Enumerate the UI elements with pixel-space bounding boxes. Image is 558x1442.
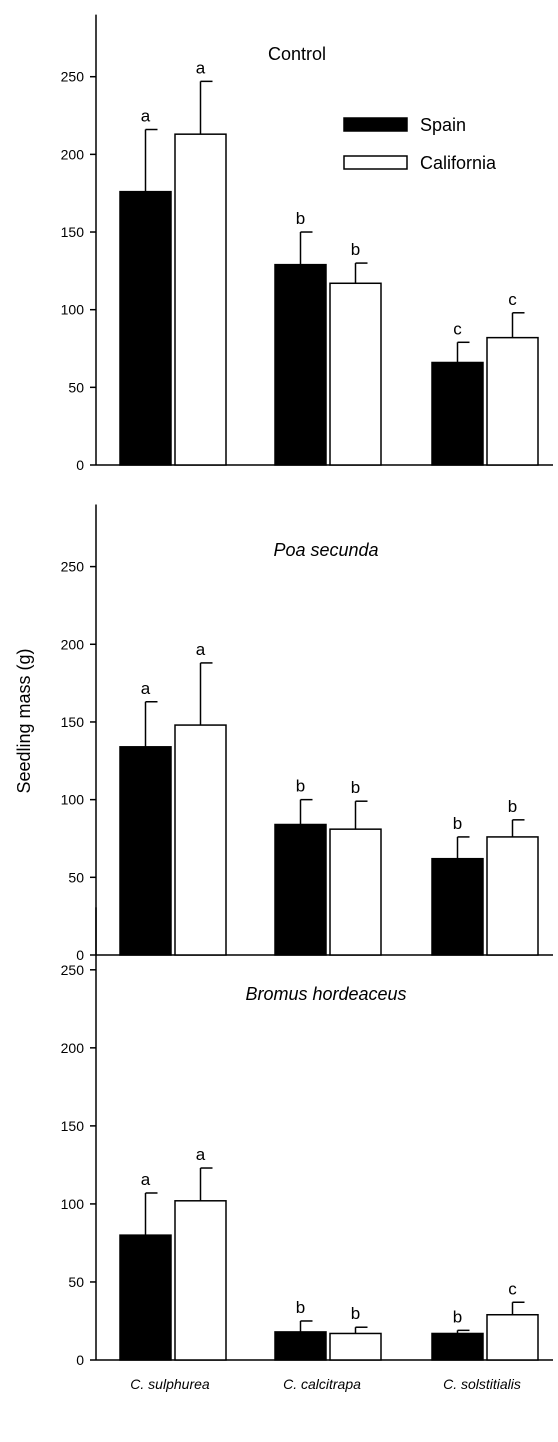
y-tick-label: 200 bbox=[61, 636, 85, 652]
bar-spain-1 bbox=[119, 746, 172, 956]
significance-label: a bbox=[196, 58, 206, 77]
bar-california-3 bbox=[486, 836, 539, 956]
significance-label: c bbox=[508, 1279, 517, 1298]
significance-label: c bbox=[508, 290, 517, 309]
bar-california-2 bbox=[329, 1332, 382, 1361]
significance-label: b bbox=[351, 778, 360, 797]
significance-label: c bbox=[453, 319, 462, 338]
y-tick-label: 150 bbox=[61, 224, 85, 240]
significance-label: a bbox=[196, 1145, 206, 1164]
y-tick-label: 0 bbox=[76, 457, 84, 473]
bar-spain-3 bbox=[431, 857, 484, 956]
y-tick-label: 150 bbox=[61, 1118, 85, 1134]
significance-label: b bbox=[296, 209, 305, 228]
y-tick-label: 50 bbox=[68, 869, 84, 885]
significance-label: b bbox=[453, 814, 462, 833]
y-tick-label: 200 bbox=[61, 1040, 85, 1056]
y-tick-label: 200 bbox=[61, 146, 85, 162]
significance-label: b bbox=[453, 1307, 462, 1326]
y-tick-label: 250 bbox=[61, 559, 85, 575]
legend-swatch-spain bbox=[343, 117, 408, 132]
panel-2: 0 50 100 150 200 250 Poa secunda a a b b b b bbox=[61, 504, 553, 963]
panel-1: 0 50 100 150 200 250 Control a a b b c c bbox=[61, 14, 553, 473]
significance-label: b bbox=[351, 240, 360, 259]
significance-label: b bbox=[508, 797, 517, 816]
bar-california-3 bbox=[486, 336, 539, 466]
y-tick-label: 100 bbox=[61, 792, 85, 808]
significance-label: a bbox=[196, 640, 206, 659]
bar-california-3 bbox=[486, 1313, 539, 1361]
significance-label: b bbox=[296, 1298, 305, 1317]
y-tick-label: 100 bbox=[61, 1196, 85, 1212]
bar-spain-3 bbox=[431, 1332, 484, 1361]
y-tick-label: 250 bbox=[61, 962, 85, 978]
y-tick-label: 0 bbox=[76, 1352, 84, 1368]
panel-title: Control bbox=[268, 44, 326, 64]
bar-california-1 bbox=[174, 133, 227, 466]
category-label: C. sulphurea bbox=[130, 1376, 210, 1392]
bar-spain-2 bbox=[274, 823, 327, 956]
bar-california-2 bbox=[329, 282, 382, 466]
legend-label-spain: Spain bbox=[420, 115, 466, 135]
legend: Spain California bbox=[343, 115, 497, 173]
significance-label: a bbox=[141, 1170, 151, 1189]
bar-california-1 bbox=[174, 724, 227, 956]
category-label: C. calcitrapa bbox=[283, 1376, 361, 1392]
bar-spain-1 bbox=[119, 190, 172, 466]
y-tick-label: 100 bbox=[61, 302, 85, 318]
legend-swatch-california bbox=[343, 155, 408, 170]
y-tick-label: 250 bbox=[61, 69, 85, 85]
bar-california-2 bbox=[329, 828, 382, 956]
bar-california-1 bbox=[174, 1200, 227, 1361]
bar-spain-1 bbox=[119, 1234, 172, 1361]
significance-label: a bbox=[141, 679, 151, 698]
y-tick-label: 150 bbox=[61, 714, 85, 730]
y-tick-label: 50 bbox=[68, 379, 84, 395]
category-label: C. solstitialis bbox=[443, 1376, 521, 1392]
y-tick-label: 50 bbox=[68, 1274, 84, 1290]
significance-label: b bbox=[351, 1304, 360, 1323]
bar-spain-3 bbox=[431, 361, 484, 466]
y-tick-label: 0 bbox=[76, 947, 84, 963]
bar-spain-2 bbox=[274, 1331, 327, 1361]
y-axis-label: Seedling mass (g) bbox=[14, 648, 34, 793]
bar-spain-2 bbox=[274, 263, 327, 466]
legend-label-california: California bbox=[420, 153, 497, 173]
panel-3: 0 50 100 150 200 250 Bromus hordeaceus a a b b b c bbox=[61, 907, 553, 1368]
significance-label: b bbox=[296, 777, 305, 796]
significance-label: a bbox=[141, 107, 151, 126]
panel-title: Bromus hordeaceus bbox=[245, 984, 406, 1004]
panel-title: Poa secunda bbox=[273, 540, 378, 560]
